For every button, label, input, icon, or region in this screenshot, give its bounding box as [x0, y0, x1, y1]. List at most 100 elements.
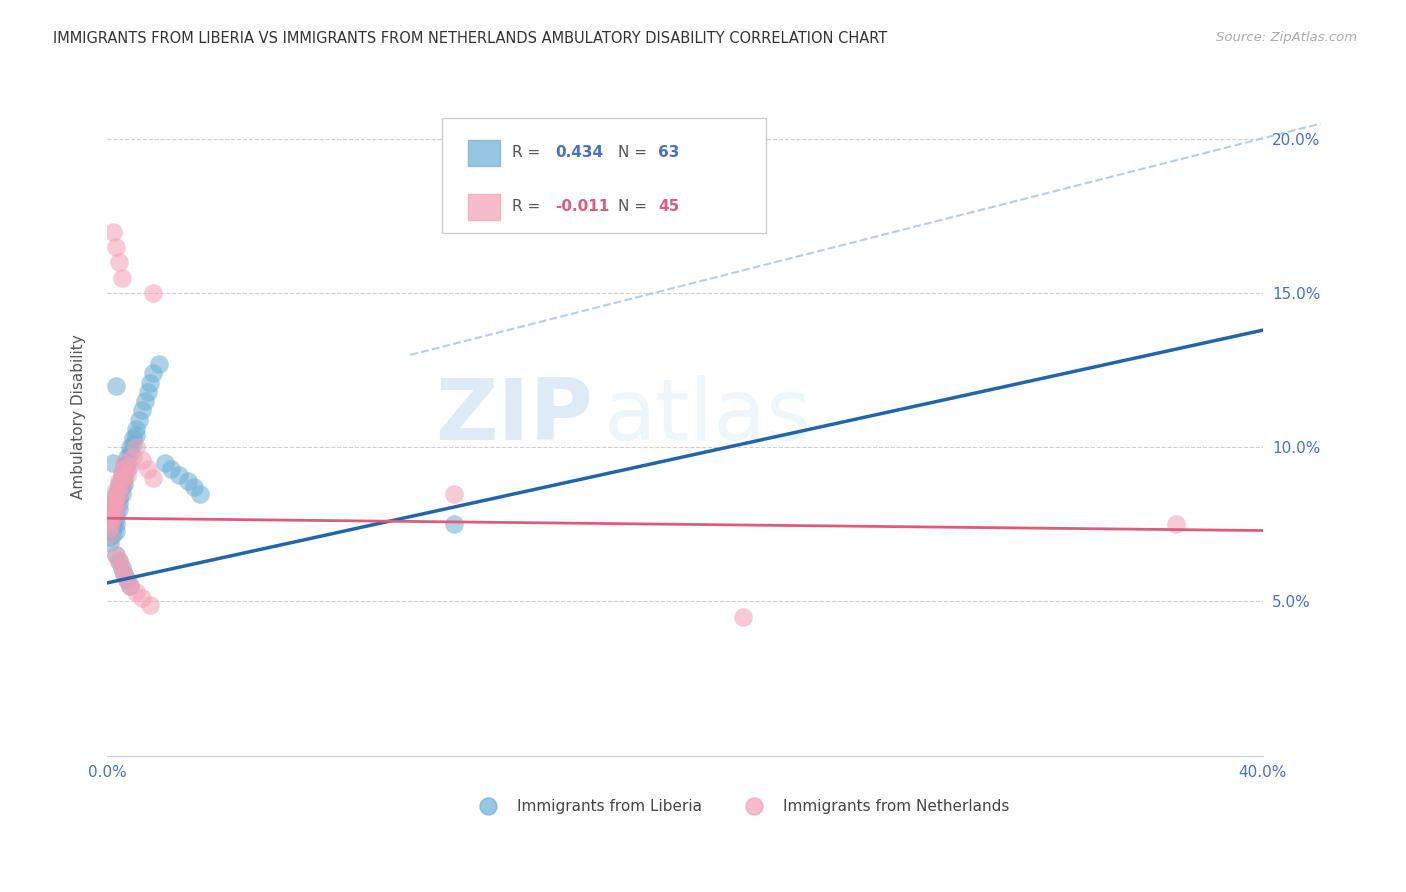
Point	[101, 456, 124, 470]
Point	[107, 496, 129, 510]
Point	[110, 270, 132, 285]
Point	[104, 517, 127, 532]
Point	[128, 412, 150, 426]
Point	[125, 585, 148, 599]
Y-axis label: Ambulatory Disability: Ambulatory Disability	[72, 334, 86, 499]
Point	[110, 474, 132, 488]
Point	[120, 579, 142, 593]
Point	[104, 511, 127, 525]
Point	[159, 462, 181, 476]
Point	[104, 524, 127, 538]
Point	[107, 474, 129, 488]
Point	[731, 610, 754, 624]
Point	[104, 483, 127, 498]
Text: 63: 63	[658, 145, 679, 161]
Point	[139, 376, 162, 390]
Point	[117, 450, 139, 464]
Point	[98, 524, 121, 538]
Point	[117, 468, 139, 483]
Point	[117, 573, 139, 587]
Point	[122, 450, 145, 464]
Point	[107, 554, 129, 568]
Point	[125, 428, 148, 442]
FancyBboxPatch shape	[441, 118, 766, 234]
Point	[101, 492, 124, 507]
Point	[142, 471, 165, 485]
Point	[110, 477, 132, 491]
Point	[110, 480, 132, 494]
Point	[98, 517, 121, 532]
Point	[101, 511, 124, 525]
Point	[188, 486, 211, 500]
Text: R =: R =	[512, 145, 544, 161]
Point	[104, 505, 127, 519]
Point	[107, 255, 129, 269]
Bar	[468, 140, 501, 166]
Point	[110, 560, 132, 574]
Point	[98, 530, 121, 544]
Point	[177, 474, 200, 488]
Text: Source: ZipAtlas.com: Source: ZipAtlas.com	[1216, 31, 1357, 45]
Point	[131, 452, 153, 467]
Point	[101, 502, 124, 516]
Point	[101, 514, 124, 528]
Point	[122, 431, 145, 445]
Text: Immigrants from Liberia: Immigrants from Liberia	[517, 799, 702, 814]
Point	[104, 499, 127, 513]
Point	[153, 456, 176, 470]
Text: N =: N =	[617, 200, 652, 214]
Point	[104, 502, 127, 516]
Point	[98, 514, 121, 528]
Point	[139, 598, 162, 612]
Point	[110, 471, 132, 485]
Text: atlas: atlas	[605, 375, 811, 458]
Point	[110, 465, 132, 479]
Text: N =: N =	[617, 145, 652, 161]
Point	[112, 566, 135, 581]
Point	[112, 477, 135, 491]
Point	[1164, 517, 1187, 532]
Point	[110, 468, 132, 483]
Point	[131, 591, 153, 606]
Point	[98, 508, 121, 522]
Point	[104, 548, 127, 562]
Text: IMMIGRANTS FROM LIBERIA VS IMMIGRANTS FROM NETHERLANDS AMBULATORY DISABILITY COR: IMMIGRANTS FROM LIBERIA VS IMMIGRANTS FR…	[53, 31, 887, 46]
Point	[98, 502, 121, 516]
Point	[110, 560, 132, 574]
Point	[98, 520, 121, 534]
Point	[107, 490, 129, 504]
Point	[107, 486, 129, 500]
Point	[98, 526, 121, 541]
Point	[98, 508, 121, 522]
Point	[112, 566, 135, 581]
Text: 0.434: 0.434	[555, 145, 603, 161]
Point	[110, 486, 132, 500]
Point	[112, 462, 135, 476]
Point	[98, 502, 121, 516]
Point	[104, 378, 127, 392]
Point	[131, 403, 153, 417]
Point	[101, 225, 124, 239]
Point	[107, 554, 129, 568]
Point	[112, 456, 135, 470]
Point	[136, 384, 159, 399]
Point	[104, 548, 127, 562]
Point	[148, 357, 170, 371]
Point	[443, 517, 465, 532]
Point	[117, 456, 139, 470]
Text: R =: R =	[512, 200, 544, 214]
Point	[117, 462, 139, 476]
Point	[107, 477, 129, 491]
Text: 45: 45	[658, 200, 679, 214]
Point	[101, 505, 124, 519]
Point	[443, 486, 465, 500]
Point	[107, 480, 129, 494]
Text: Immigrants from Netherlands: Immigrants from Netherlands	[783, 799, 1010, 814]
Point	[120, 446, 142, 460]
Point	[142, 286, 165, 301]
Point	[101, 499, 124, 513]
Point	[107, 483, 129, 498]
Point	[101, 526, 124, 541]
Point	[134, 394, 156, 409]
Point	[120, 458, 142, 473]
